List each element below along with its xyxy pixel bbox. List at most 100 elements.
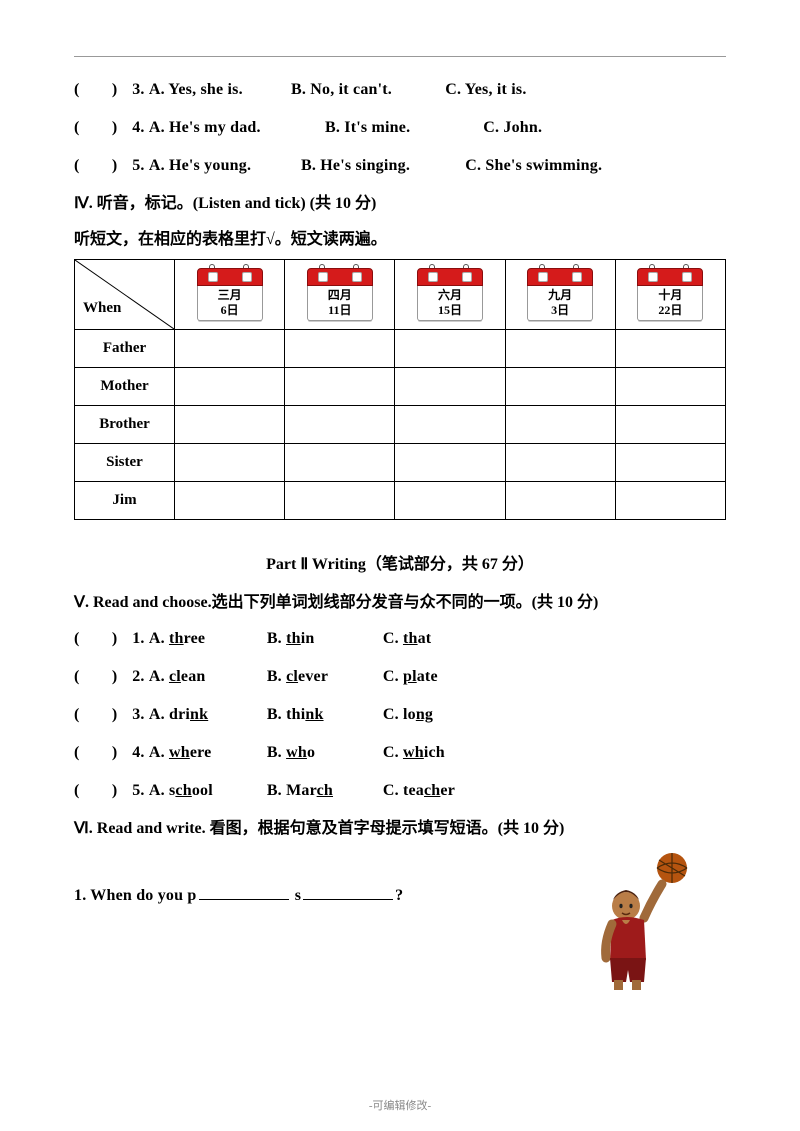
tick-cell[interactable] (395, 444, 505, 482)
cal-month: 十月 (638, 288, 702, 302)
tick-cell[interactable] (615, 406, 725, 444)
question-3: ( ) 3. A. Yes, she is. B. No, it can't. … (74, 75, 726, 99)
answer-blank[interactable]: ( ) (74, 624, 128, 648)
answer-blank[interactable]: ( ) (74, 75, 128, 99)
table-row: Jim (75, 482, 726, 520)
table-row: Mother (75, 368, 726, 406)
option-b: B. think (267, 706, 383, 724)
tick-cell[interactable] (395, 482, 505, 520)
answer-blank[interactable]: ( ) (74, 151, 128, 175)
answer-blank[interactable]: ( ) (74, 776, 128, 800)
option-b: B. March (267, 782, 383, 800)
option-b: B. He's singing. (301, 157, 461, 175)
option-a: A. where (149, 744, 267, 762)
option-a: A. three (149, 630, 267, 648)
tick-cell[interactable] (505, 368, 615, 406)
option-a: A. He's young. (149, 157, 297, 175)
q-num: 4 (132, 119, 140, 136)
tick-cell[interactable] (505, 406, 615, 444)
option-c: C. teacher (383, 782, 503, 800)
when-header-cell: When (75, 260, 175, 330)
fill-blank[interactable] (199, 884, 289, 900)
col-head-3: 六月15日 (395, 260, 505, 330)
tick-cell[interactable] (175, 330, 285, 368)
fill-blank[interactable] (303, 884, 393, 900)
option-a: A. school (149, 782, 267, 800)
option-b: B. clever (267, 668, 383, 686)
cal-day: 15日 (418, 303, 482, 317)
cal-day: 22日 (638, 303, 702, 317)
tick-cell[interactable] (395, 330, 505, 368)
when-label: When (83, 300, 121, 317)
calendar-icon: 六月15日 (417, 268, 483, 321)
option-a: A. Yes, she is. (149, 81, 287, 99)
option-a: A. drink (149, 706, 267, 724)
tick-cell[interactable] (505, 330, 615, 368)
col-head-1: 三月6日 (175, 260, 285, 330)
section-6-title: Ⅵ. Read and write. 看图，根据句意及首字母提示填写短语。(共 … (74, 814, 726, 838)
tick-cell[interactable] (615, 368, 725, 406)
q-num: 3 (132, 81, 140, 98)
q-num: 5 (132, 157, 140, 174)
col-head-2: 四月11日 (285, 260, 395, 330)
tick-cell[interactable] (615, 482, 725, 520)
tick-cell[interactable] (175, 444, 285, 482)
option-b: B. who (267, 744, 383, 762)
diagonal-line (75, 260, 174, 329)
row-label: Father (75, 330, 175, 368)
answer-blank[interactable]: ( ) (74, 662, 128, 686)
option-c: C. She's swimming. (465, 157, 602, 175)
section-4-sub: 听短文，在相应的表格里打√。短文读两遍。 (74, 225, 726, 249)
tick-cell[interactable] (505, 482, 615, 520)
table-row: Brother (75, 406, 726, 444)
tick-cell[interactable] (505, 444, 615, 482)
cal-day: 3日 (528, 303, 592, 317)
listening-table: When 三月6日 四月11日 六月15日 九月3日 十月22日 Father … (74, 259, 726, 520)
option-c: C. John. (483, 119, 542, 137)
q6-1-pre: 1. When do you p (74, 887, 197, 904)
table-row: Father (75, 330, 726, 368)
table-row: Sister (75, 444, 726, 482)
cal-month: 三月 (198, 288, 262, 302)
option-c: C. which (383, 744, 503, 762)
cal-day: 6日 (198, 303, 262, 317)
calendar-icon: 三月6日 (197, 268, 263, 321)
question-v-4: ( ) 4. A. whereB. whoC. which (74, 738, 726, 762)
tick-cell[interactable] (615, 444, 725, 482)
tick-cell[interactable] (175, 482, 285, 520)
tick-cell[interactable] (285, 330, 395, 368)
calendar-icon: 四月11日 (307, 268, 373, 321)
row-label: Jim (75, 482, 175, 520)
tick-cell[interactable] (175, 368, 285, 406)
row-label: Brother (75, 406, 175, 444)
footer-text: -可编辑修改- (0, 1097, 800, 1113)
row-label: Sister (75, 444, 175, 482)
question-5: ( ) 5. A. He's young. B. He's singing. C… (74, 151, 726, 175)
calendar-icon: 十月22日 (637, 268, 703, 321)
question-v-5: ( ) 5. A. schoolB. MarchC. teacher (74, 776, 726, 800)
question-v-1: ( ) 1. A. threeB. thinC. that (74, 624, 726, 648)
part-2-heading: Part Ⅱ Writing（笔试部分，共 67 分） (74, 550, 726, 574)
cal-month: 九月 (528, 288, 592, 302)
option-b: B. It's mine. (325, 119, 479, 137)
option-c: C. plate (383, 668, 503, 686)
tick-cell[interactable] (615, 330, 725, 368)
question-v-2: ( ) 2. A. cleanB. cleverC. plate (74, 662, 726, 686)
tick-cell[interactable] (285, 482, 395, 520)
tick-cell[interactable] (175, 406, 285, 444)
option-c: C. long (383, 706, 503, 724)
answer-blank[interactable]: ( ) (74, 700, 128, 724)
answer-blank[interactable]: ( ) (74, 738, 128, 762)
tick-cell[interactable] (395, 368, 505, 406)
col-head-5: 十月22日 (615, 260, 725, 330)
answer-blank[interactable]: ( ) (74, 113, 128, 137)
tick-cell[interactable] (285, 406, 395, 444)
cal-day: 11日 (308, 303, 372, 317)
tick-cell[interactable] (285, 368, 395, 406)
col-head-4: 九月3日 (505, 260, 615, 330)
section-4-title: Ⅳ. 听音，标记。(Listen and tick) (共 10 分) (74, 189, 726, 213)
option-a: A. He's my dad. (149, 119, 321, 137)
tick-cell[interactable] (285, 444, 395, 482)
question-4: ( ) 4. A. He's my dad. B. It's mine. C. … (74, 113, 726, 137)
tick-cell[interactable] (395, 406, 505, 444)
